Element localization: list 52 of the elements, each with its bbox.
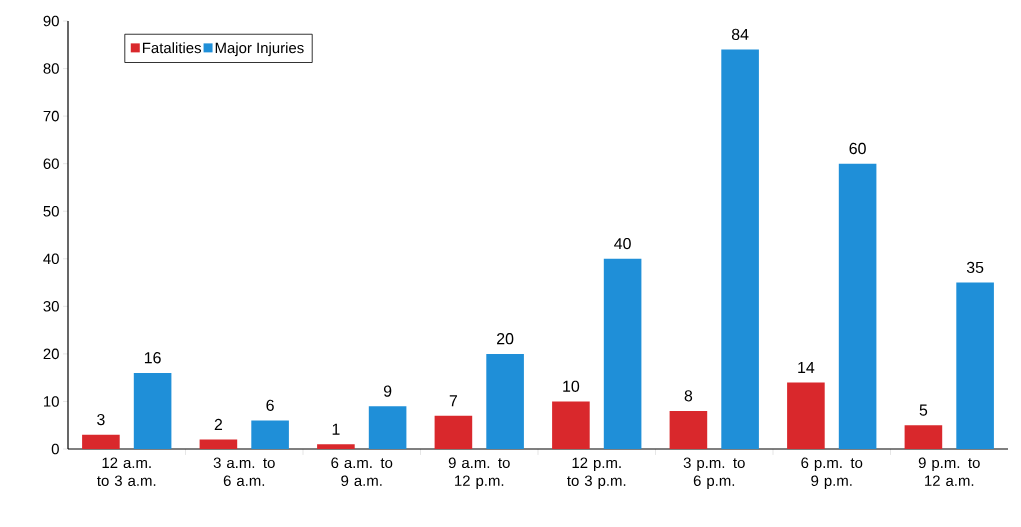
data-label: 40 (614, 237, 631, 250)
bar (956, 282, 994, 449)
y-tick-label: 50 (43, 205, 59, 217)
legend-label: Major Injuries (215, 42, 304, 57)
y-tick-label: 70 (43, 110, 59, 122)
y-tick-label: 80 (43, 63, 59, 74)
x-tick-label: 3 p.m. to 6 p.m. (683, 457, 745, 489)
x-tick-label: 9 p.m. to 12 a.m. (918, 457, 980, 487)
x-tick-label: 9 a.m. to 12 p.m. (448, 457, 510, 489)
data-label: 60 (849, 142, 866, 155)
data-label: 5 (919, 404, 928, 416)
bar (434, 415, 473, 449)
data-label: 6 (266, 399, 274, 411)
x-tick-label: 12 a.m. to 3 a.m. (97, 457, 156, 487)
bar (787, 382, 825, 449)
x-tick-label: 6 p.m. to 9 p.m. (801, 457, 863, 489)
data-label: 14 (798, 361, 815, 373)
bar (317, 444, 355, 449)
y-tick-label: 90 (43, 15, 59, 27)
bar (82, 434, 120, 449)
bar (721, 49, 759, 449)
data-label: 35 (966, 261, 984, 274)
y-tick-label: 60 (43, 158, 59, 169)
data-label: 7 (449, 395, 458, 407)
data-label: 2 (214, 418, 223, 430)
bar (133, 372, 172, 449)
y-tick-label: 20 (43, 348, 59, 360)
data-label: 3 (97, 413, 105, 426)
y-tick-label: 30 (43, 301, 59, 312)
y-tick-label: 0 (51, 443, 59, 455)
bar (904, 425, 943, 449)
data-label: 10 (563, 380, 580, 392)
x-tick-label: 12 p.m. to 3 p.m. (567, 457, 626, 489)
y-tick-label: 40 (43, 253, 59, 265)
legend-label: Fatalities (142, 42, 202, 54)
bar (199, 439, 238, 449)
data-label: 20 (497, 333, 514, 345)
bar (486, 353, 524, 449)
bar (368, 406, 407, 449)
data-label: 8 (684, 390, 693, 402)
bar (552, 401, 590, 449)
bar (669, 410, 708, 449)
bar (603, 258, 642, 449)
data-label: 9 (383, 385, 392, 397)
data-label: 84 (731, 28, 749, 41)
x-tick-label: 6 a.m. to 9 a.m. (331, 457, 393, 487)
y-tick-label: 10 (44, 396, 59, 407)
x-tick-label: 3 a.m. to 6 a.m. (213, 457, 275, 487)
bar (838, 163, 877, 449)
data-label: 1 (332, 423, 340, 435)
bar (251, 420, 289, 449)
data-label: 16 (144, 352, 161, 364)
